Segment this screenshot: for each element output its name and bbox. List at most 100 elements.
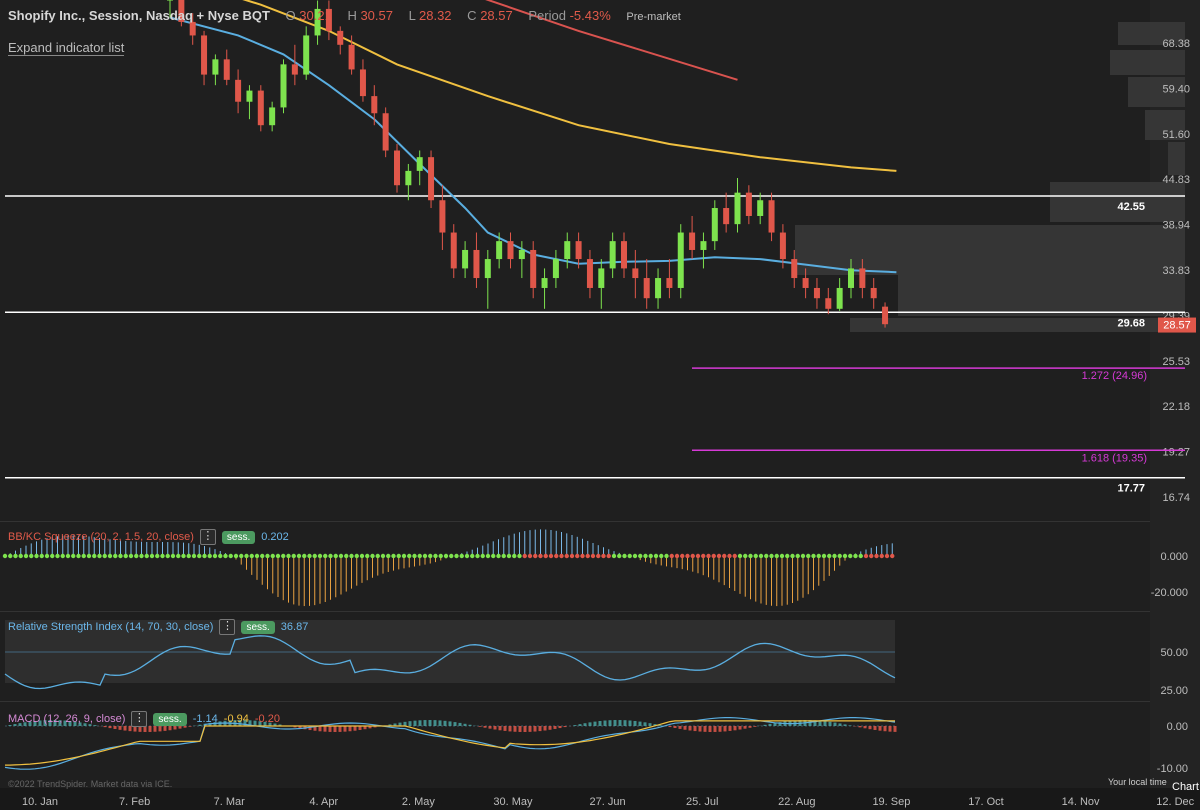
squeeze-dot	[527, 553, 533, 559]
macd-label[interactable]: MACD (12, 26, 9, close)	[8, 713, 126, 725]
squeeze-dot	[554, 553, 559, 559]
candle	[655, 268, 662, 309]
squeeze-dot	[748, 553, 753, 559]
squeeze-dot	[779, 553, 785, 559]
squeeze-dot	[113, 553, 118, 559]
low-label: L	[408, 8, 416, 23]
candle	[813, 278, 820, 309]
squeeze-dot	[71, 553, 76, 559]
volume-profile-bar	[1128, 77, 1185, 107]
high-value: 30.57	[360, 8, 393, 23]
moving-average-line	[242, 0, 897, 172]
squeeze-dot	[118, 553, 123, 559]
squeeze-dot	[275, 553, 281, 559]
squeeze-dot	[86, 553, 92, 559]
squeeze-dot	[401, 553, 407, 559]
y-tick-label: 19.27	[1162, 447, 1190, 459]
candle	[439, 185, 446, 250]
candle	[802, 268, 809, 299]
macd-menu-icon[interactable]: ⋮	[131, 711, 148, 727]
squeeze-dot	[317, 553, 323, 559]
level-label: 17.77	[1117, 483, 1145, 495]
bbkc-sess-badge[interactable]: sess.	[221, 530, 256, 544]
squeeze-dot	[323, 553, 328, 559]
squeeze-dot	[218, 553, 223, 559]
candle-body	[394, 150, 400, 186]
candle	[223, 49, 230, 86]
squeeze-dot	[863, 553, 869, 559]
squeeze-dot	[134, 553, 139, 559]
candle	[870, 278, 877, 309]
candle	[768, 192, 775, 242]
volume-profile-bar	[1110, 50, 1185, 75]
candle-body	[269, 107, 276, 126]
candle	[359, 59, 366, 102]
candle-body	[280, 64, 287, 108]
level-label: 42.55	[1117, 201, 1145, 213]
candle	[405, 163, 412, 201]
squeeze-dot	[422, 553, 428, 559]
candle-body	[450, 232, 457, 269]
candle-body	[257, 90, 264, 126]
squeeze-dot	[622, 553, 627, 559]
squeeze-dot	[575, 553, 580, 559]
local-time-label[interactable]: Your local time	[1108, 777, 1167, 787]
candle	[394, 143, 400, 193]
high-label: H	[347, 8, 357, 23]
squeeze-dot	[244, 553, 249, 559]
candle-body	[473, 249, 480, 279]
candle-body	[882, 306, 889, 325]
squeeze-tick-label: -20.000	[1151, 587, 1188, 599]
rsi-sess-badge[interactable]: sess.	[241, 620, 275, 634]
macd-tick-label: 0.00	[1167, 721, 1188, 733]
candle	[825, 287, 832, 315]
macd-sess-badge[interactable]: sess.	[153, 712, 187, 726]
rsi-label[interactable]: Relative Strength Index (14, 70, 30, clo…	[8, 621, 214, 633]
candle-body	[439, 200, 446, 233]
bbkc-menu-icon[interactable]: ⋮	[199, 529, 216, 545]
candle-body	[598, 268, 605, 288]
squeeze-dot	[769, 553, 774, 559]
rsi-menu-icon[interactable]: ⋮	[219, 619, 236, 635]
squeeze-dot	[842, 553, 848, 559]
squeeze-dot	[538, 553, 543, 559]
squeeze-dot	[92, 553, 97, 559]
candle	[337, 26, 344, 55]
squeeze-dot	[617, 553, 622, 559]
candle	[882, 302, 889, 328]
squeeze-dot	[123, 553, 128, 559]
y-tick-label: 38.94	[1162, 220, 1190, 232]
candle	[325, 0, 332, 41]
candle-body	[609, 241, 616, 269]
open-value: 30.21	[299, 8, 332, 23]
candle	[167, 0, 173, 18]
bbkc-label[interactable]: BB/KC Squeeze (20, 2, 1.5, 20, close)	[8, 531, 194, 543]
squeeze-dot	[359, 553, 365, 559]
squeeze-dot	[874, 553, 879, 559]
candle	[530, 241, 537, 299]
squeeze-dot	[286, 553, 291, 559]
macd-signal-line	[5, 720, 895, 766]
squeeze-dot	[659, 553, 664, 559]
candle	[836, 278, 843, 311]
candle-body	[848, 268, 854, 288]
squeeze-dot	[632, 553, 638, 559]
y-tick-label: 51.60	[1162, 129, 1190, 141]
data-credit: ©2022 TrendSpider. Market data via ICE.	[8, 779, 173, 789]
candle	[643, 259, 650, 309]
symbol-title: Shopify Inc., Session, Nasdaq + Nyse BQT	[8, 8, 270, 23]
bbkc-legend: BB/KC Squeeze (20, 2, 1.5, 20, close) ⋮ …	[8, 529, 289, 545]
squeeze-dot	[186, 553, 191, 559]
squeeze-dot	[470, 553, 475, 559]
squeeze-dot	[181, 553, 186, 559]
squeeze-dot	[753, 553, 758, 559]
premarket-label: Pre-market	[626, 11, 681, 23]
squeeze-dot	[365, 553, 370, 559]
chart-settings-button[interactable]: Chart	[1172, 781, 1199, 793]
expand-indicator-list-link[interactable]: Expand indicator list	[8, 40, 125, 56]
squeeze-dot	[790, 553, 795, 559]
squeeze-dot	[338, 553, 344, 559]
